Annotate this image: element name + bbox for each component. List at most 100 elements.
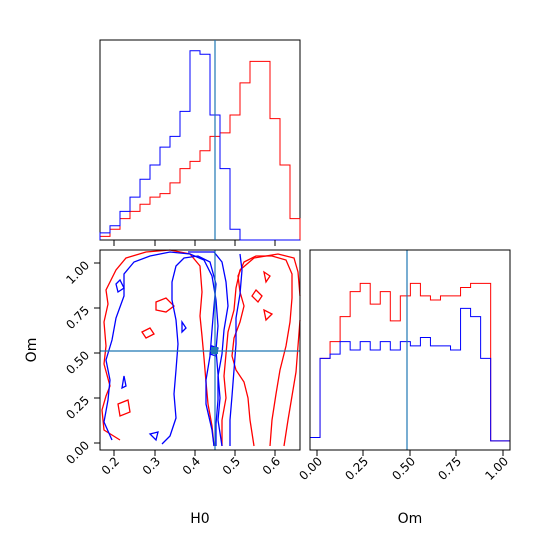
joint-y-tick-labels: 0.00 0.25 0.50 0.75 1.00 — [63, 258, 92, 467]
x-axis-label-h0: H0 — [190, 511, 209, 527]
red-contour-inner-left — [231, 255, 293, 447]
om-hist-series-0-bin-16 — [471, 283, 481, 450]
om-hist-series-1-bin-16 — [471, 317, 481, 450]
joint-y-tick-label-4: 1.00 — [63, 258, 92, 287]
om-hist-series-0-bin-9 — [400, 296, 410, 450]
h0-hist-series-1-bin-9 — [190, 51, 200, 240]
joint-y-tick-label-0: 0.00 — [63, 438, 92, 467]
h0-hist-series-0-bin-12 — [220, 133, 230, 240]
joint-x-tick-label-0: 0.2 — [99, 454, 122, 477]
om-hist-series-0-bin-10 — [410, 283, 420, 450]
joint-y-ticks — [94, 262, 100, 444]
h0-hist-series-1-bin-12 — [220, 169, 230, 240]
om-hist-series-1-bin-15 — [461, 308, 471, 450]
om-hist-series-1-bin-7 — [380, 342, 390, 450]
red-contour-island-1 — [155, 297, 175, 313]
joint-x-ticks — [113, 450, 276, 456]
om-hist-series-0-bin-18 — [491, 441, 501, 450]
h0-hist-series-0-bin-7 — [170, 183, 180, 240]
h0-hist-series-0-bin-1 — [110, 229, 120, 240]
om-hist-series-0-bin-3 — [340, 317, 350, 450]
om-hist-series-0-bin-7 — [380, 292, 390, 450]
om-hist-series-1-bin-3 — [340, 342, 350, 450]
h0-hist-series-0-bin-19 — [290, 219, 300, 240]
red-contour-outer-right — [221, 253, 301, 446]
h0-hist-series-0-bin-17 — [270, 119, 280, 240]
red-contour-island-4 — [251, 288, 263, 304]
h0-hist-frame — [99, 39, 301, 241]
om-hist-series-1-bin-9 — [400, 342, 410, 450]
blue-contour-island-3 — [181, 319, 187, 334]
joint-x-tick-label-4: 0.6 — [260, 454, 283, 477]
om-hist-series-0-bin-1 — [320, 358, 330, 450]
joint-x-tick-label-2: 0.4 — [180, 454, 203, 477]
h0-hist-series-1-bin-5 — [150, 165, 160, 240]
blue-contour-island-2 — [121, 375, 127, 390]
joint-contours-blue — [103, 251, 243, 447]
om-hist-series-1-bin-5 — [360, 342, 370, 450]
om-hist-series-0-bin-2 — [330, 342, 340, 450]
om-hist-series-1-bin-8 — [390, 350, 400, 450]
blue-contour-island-4 — [148, 431, 159, 442]
blue-contour-central — [188, 251, 229, 446]
om-hist-series-0-bin-0 — [310, 438, 320, 451]
om-hist-series-0-bin-15 — [461, 288, 471, 451]
om-hist-series-1-bin-6 — [370, 350, 380, 450]
joint-y-tick-label-2: 0.50 — [63, 348, 92, 377]
h0-hist-series-1-bin-13 — [230, 229, 240, 240]
joint-truth-marker — [211, 347, 218, 354]
om-hist-panel: 0.00 0.25 0.50 0.75 1.00 Om — [296, 249, 511, 527]
om-hist-x-tick-label-4: 1.00 — [482, 454, 511, 483]
om-hist-series-1-bin-19 — [501, 441, 510, 450]
red-contour-island-5 — [263, 270, 271, 284]
om-hist-series-1-bin-18 — [491, 441, 501, 450]
om-hist-series-group — [309, 282, 511, 451]
h0-hist-series-0-bin-13 — [230, 115, 240, 240]
h0-hist-series-1-bin-3 — [130, 197, 140, 240]
h0-hist-series-1-bin-7 — [170, 136, 180, 240]
om-hist-series-0-bin-6 — [370, 304, 380, 450]
h0-hist-series-1-bin-10 — [200, 54, 210, 240]
h0-hist-series-0-bin-5 — [150, 197, 160, 240]
om-hist-x-tick-label-3: 0.75 — [435, 454, 464, 483]
om-hist-series-0-bin-5 — [360, 283, 370, 450]
joint-contours-red — [101, 249, 301, 447]
om-hist-series-0-bin-4 — [350, 292, 360, 450]
blue-contour-outer — [103, 251, 223, 447]
joint-y-tick-label-1: 0.25 — [63, 393, 92, 422]
om-hist-series-1-bin-0 — [310, 438, 320, 451]
om-hist-series-1-bin-2 — [330, 354, 340, 450]
h0-hist-series-0-bin-4 — [140, 204, 150, 240]
blue-contour-island-1 — [115, 278, 125, 294]
red-contour-island-6 — [263, 308, 274, 322]
om-hist-series-0-bin-8 — [390, 321, 400, 450]
h0-hist-panel — [99, 39, 301, 246]
h0-hist-series-1-bin-1 — [110, 226, 120, 240]
h0-hist-series-0-bin-9 — [190, 161, 200, 240]
om-hist-series-0-bin-17 — [481, 283, 491, 450]
h0-hist-series-0-bin-18 — [280, 165, 290, 240]
h0-hist-series-0-bin-3 — [130, 211, 140, 240]
om-hist-series-0-step-line — [309, 282, 511, 450]
joint-y-tick-label-3: 0.75 — [63, 303, 92, 332]
h0-hist-series-0-bin-10 — [200, 151, 210, 240]
h0-hist-series-1-bin-2 — [120, 211, 130, 240]
om-hist-series-0-bin-11 — [420, 296, 430, 450]
h0-hist-series-0-bin-6 — [160, 194, 170, 240]
h0-hist-series-0-bin-15 — [250, 61, 260, 240]
blue-contour-right-edge — [229, 253, 243, 446]
om-hist-series-1-bin-10 — [410, 346, 420, 450]
red-contour-island-2 — [141, 327, 155, 339]
blue-contour-inner — [161, 255, 217, 447]
h0-hist-series-1-step-line — [99, 50, 300, 241]
y-axis-label-om: Om — [24, 338, 40, 363]
red-contour-outer-left — [101, 249, 215, 447]
om-hist-series-0-bin-12 — [430, 300, 440, 450]
om-hist-series-1-bin-1 — [320, 358, 330, 450]
om-hist-x-ticks — [316, 450, 504, 456]
om-hist-series-1-bin-4 — [350, 350, 360, 450]
h0-hist-series-0-step-line — [99, 60, 301, 240]
om-hist-x-tick-label-2: 0.50 — [389, 454, 418, 483]
om-hist-x-tick-label-0: 0.00 — [296, 454, 325, 483]
